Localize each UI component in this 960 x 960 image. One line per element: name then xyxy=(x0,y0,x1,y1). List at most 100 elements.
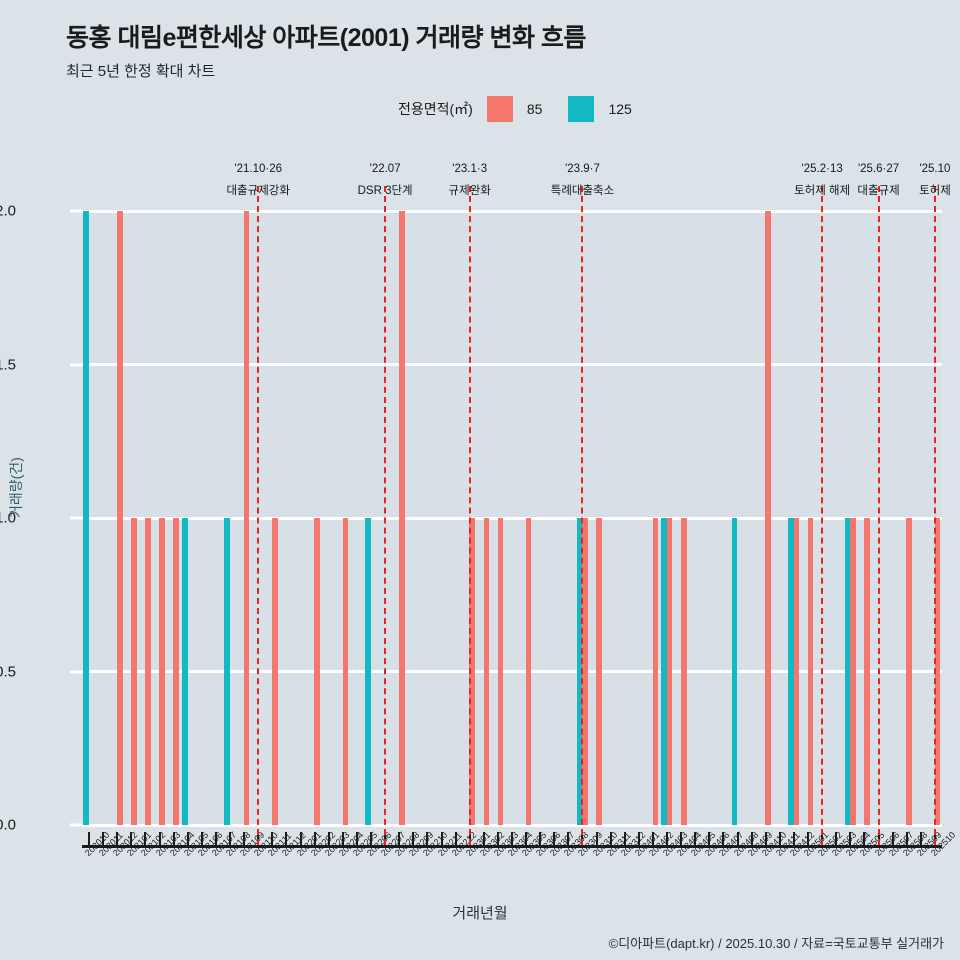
x-tick-mark xyxy=(539,832,542,845)
x-tick-mark xyxy=(200,832,203,845)
x-tick-mark xyxy=(398,832,401,845)
bar-85-202109 xyxy=(243,211,250,825)
bar-85-202101 xyxy=(131,518,137,825)
bar-85-202504 xyxy=(850,518,856,825)
bar-85-202309 xyxy=(582,518,588,825)
bar-85-202508 xyxy=(906,518,913,825)
y-tick-label: 1.0 xyxy=(0,509,16,527)
bar-85-202305 xyxy=(525,518,532,825)
bar-85-202302 xyxy=(483,518,490,825)
x-tick-mark xyxy=(680,832,683,845)
x-tick-mark xyxy=(595,832,598,845)
x-tick-mark xyxy=(355,832,358,845)
x-axis-label: 거래년월 xyxy=(452,905,508,922)
y-tick-label: 0.5 xyxy=(0,663,16,680)
x-tick-mark xyxy=(271,832,274,845)
gridline xyxy=(82,670,942,673)
x-tick-mark xyxy=(778,832,781,845)
x-tick-mark xyxy=(891,832,894,845)
bar-125-202408 xyxy=(731,518,738,825)
event-name-202110: 대출규제강화 xyxy=(226,185,290,197)
bar-85-202111 xyxy=(272,518,278,825)
x-tick-mark xyxy=(750,832,753,845)
x-tick-mark xyxy=(694,832,697,845)
y-tick-mark xyxy=(70,670,82,673)
bar-125-202108 xyxy=(224,518,230,825)
bar-125-202403 xyxy=(661,518,667,825)
x-tick-mark xyxy=(102,832,105,845)
x-tick-mark xyxy=(426,832,429,845)
x-tick-mark xyxy=(666,832,669,845)
x-tick-mark xyxy=(553,832,556,845)
event-name-202506: 대출규제 xyxy=(857,185,900,197)
bar-125-202105 xyxy=(181,518,188,825)
event-name-202502: 토허제 해제 xyxy=(794,185,851,197)
gridline xyxy=(82,516,942,520)
x-tick-mark xyxy=(609,832,612,845)
y-tick-mark xyxy=(70,823,82,827)
plot-area xyxy=(82,209,942,827)
x-tick-mark xyxy=(158,832,161,845)
y-tick-label: 2.0 xyxy=(0,202,16,220)
event-line-202110 xyxy=(257,186,260,845)
y-tick-label: 0.0 xyxy=(0,816,16,834)
y-tick-mark xyxy=(70,209,82,213)
bar-85-202410 xyxy=(765,211,772,825)
x-tick-mark xyxy=(792,832,795,845)
bar-85-202208 xyxy=(398,211,405,825)
event-date-202207: '22.07 xyxy=(369,163,401,175)
bar-85-202412 xyxy=(793,518,800,825)
gridline xyxy=(82,209,942,213)
event-date-202309: '23.9·7 xyxy=(565,163,600,175)
y-tick-label: 1.5 xyxy=(0,356,16,373)
bar-85-202501 xyxy=(807,518,814,825)
x-tick-mark xyxy=(919,832,922,845)
bar-125-202412 xyxy=(788,518,794,825)
event-name-202207: DSR 3단계 xyxy=(357,185,413,197)
event-name-202301: 규제완화 xyxy=(448,185,491,197)
x-tick-mark xyxy=(299,832,302,845)
bar-85-202012 xyxy=(116,211,123,825)
x-tick-mark xyxy=(807,832,810,845)
x-tick-mark xyxy=(440,832,443,845)
bar-85-202301 xyxy=(469,518,476,825)
event-line-202309 xyxy=(581,186,584,845)
event-line-202510 xyxy=(933,186,936,845)
legend-swatch-125 xyxy=(568,96,595,122)
event-name-202309: 특례대출축소 xyxy=(550,185,615,197)
bar-85-202510 xyxy=(934,518,941,825)
event-date-202502: '25.2·13 xyxy=(801,163,843,175)
x-tick-mark xyxy=(482,832,485,845)
x-tick-mark xyxy=(651,832,654,845)
legend-title: 전용면적(㎡) xyxy=(398,101,473,117)
bar-85-202204 xyxy=(342,518,349,825)
x-tick-mark xyxy=(525,832,528,845)
x-tick-mark xyxy=(144,832,147,845)
bar-85-202404 xyxy=(680,518,687,825)
chart-subtitle: 최근 5년 한정 확대 차트 xyxy=(66,63,216,80)
event-name-202510: 토허제 xyxy=(919,185,951,197)
bar-85-202102 xyxy=(145,518,151,825)
event-line-202502 xyxy=(821,186,824,845)
x-tick-mark xyxy=(412,832,415,845)
footer-credit: ©디아파트(dapt.kr) / 2025.10.30 / 자료=국토교통부 실… xyxy=(608,936,944,951)
event-date-202510: '25.10 xyxy=(919,163,951,175)
x-axis-line xyxy=(82,845,942,848)
bar-85-202303 xyxy=(497,518,504,825)
x-tick-mark xyxy=(764,832,767,845)
x-tick-mark xyxy=(567,832,570,845)
x-tick-mark xyxy=(341,832,344,845)
x-tick-mark xyxy=(736,832,739,845)
bar-85-202202 xyxy=(314,518,320,825)
x-tick-mark xyxy=(313,832,316,845)
x-tick-mark xyxy=(905,832,908,845)
x-tick-mark xyxy=(511,832,513,845)
x-tick-mark xyxy=(708,832,711,845)
event-line-202506 xyxy=(877,186,880,845)
gridline xyxy=(82,363,942,366)
bar-85-202402 xyxy=(652,518,659,825)
legend-label-85: 85 xyxy=(526,101,543,117)
x-tick-mark xyxy=(637,832,640,845)
x-tick-mark xyxy=(623,832,626,845)
